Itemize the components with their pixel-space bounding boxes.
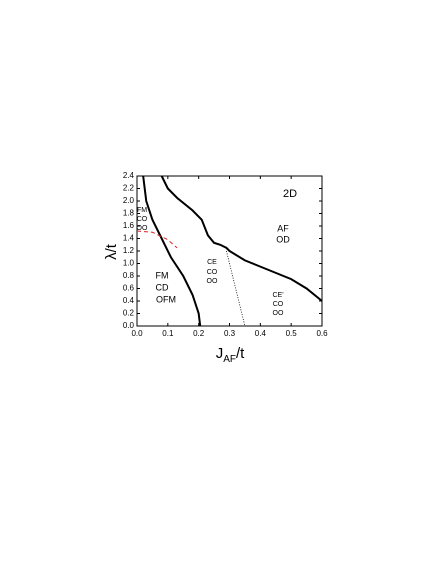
y-tick-label: 2.2 (123, 184, 135, 193)
x-tick-label: 0.1 (162, 329, 174, 338)
x-tick-label: 0.5 (286, 329, 298, 338)
phase-label: CO (137, 216, 148, 223)
y-tick-label: 0.2 (123, 309, 135, 318)
phase-label: OO (207, 278, 218, 285)
y-tick-label: 0.8 (123, 271, 135, 280)
y-axis-label: λ/t (103, 243, 120, 260)
boundary-line (136, 230, 178, 249)
y-tick-label: 2.4 (123, 171, 135, 180)
phase-label: CD (156, 282, 169, 292)
x-tick-label: 0.2 (193, 329, 205, 338)
phase-label: OD (276, 234, 290, 244)
x-axis-label: JAF/t (216, 345, 245, 365)
y-tick-label: 1.2 (123, 246, 135, 255)
phase-label: 2D (283, 188, 297, 200)
y-tick-label: 1.6 (123, 221, 135, 230)
x-label-sub: AF (223, 354, 236, 365)
phase-label: CO (273, 301, 284, 308)
phase-label: FM (156, 270, 169, 280)
y-tick-label: 1.0 (123, 259, 135, 268)
phase-label: CE (207, 259, 217, 266)
phase-label: CE' (272, 292, 283, 299)
phase-label: CO (207, 269, 218, 276)
y-tick-label: 1.4 (123, 234, 135, 243)
x-tick-label: 0.6 (316, 329, 328, 338)
y-tick-label: 2.0 (123, 196, 135, 205)
phase-label: OO (137, 225, 148, 232)
x-label-rest: /t (236, 345, 245, 362)
y-tick-label: 0.6 (123, 284, 135, 293)
boundary-line (226, 250, 246, 327)
phase-label: AF (277, 223, 289, 233)
phase-label: OFM (156, 294, 176, 304)
boundary-line (142, 175, 202, 327)
boundary-line (160, 175, 323, 302)
phase-label: OO (273, 310, 284, 317)
phase-label: FM (137, 207, 147, 214)
x-label-main: J (216, 345, 224, 362)
x-tick-label: 0.4 (255, 329, 267, 338)
y-tick-label: 1.8 (123, 209, 135, 218)
y-tick-label: 0.4 (123, 296, 135, 305)
x-tick-label: 0.0 (131, 329, 143, 338)
y-tick-label: 0.0 (123, 321, 135, 330)
x-tick-label: 0.3 (224, 329, 236, 338)
